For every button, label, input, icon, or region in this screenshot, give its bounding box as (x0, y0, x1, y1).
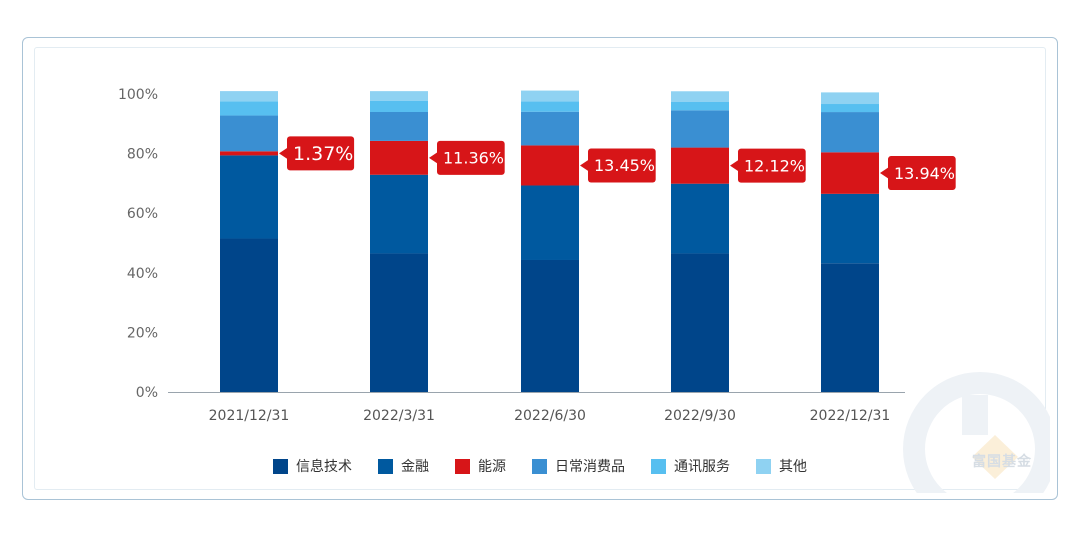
legend-swatch (378, 458, 393, 474)
chart-legend: 信息技术 金融 能源 日常消费品 通讯服务 其他 (0, 456, 1080, 476)
callout-label: 12.12% (744, 156, 805, 175)
bar-segment (671, 253, 729, 392)
y-tick-label: 60% (127, 206, 158, 222)
bar-segment (671, 101, 729, 111)
callout-box (588, 148, 656, 183)
bar-segment (370, 91, 428, 101)
bar-segment (521, 101, 579, 112)
bar-segment (521, 185, 579, 260)
bar-segment (370, 140, 428, 175)
y-tick-label: 80% (127, 147, 158, 163)
bar-segment (671, 91, 729, 102)
bar-segment (671, 183, 729, 254)
callout-pointer (580, 159, 589, 172)
y-tick-label: 100% (118, 87, 158, 103)
bar-segment (521, 111, 579, 146)
bar-segment (370, 253, 428, 392)
bar-segment (671, 147, 729, 184)
bar-segment (821, 263, 879, 392)
bar-segment (821, 92, 879, 105)
legend-label: 通讯服务 (674, 459, 730, 475)
legend-item: 金融 (378, 456, 429, 476)
x-tick-label: 2022/12/31 (810, 408, 891, 424)
legend-label: 金融 (401, 459, 429, 475)
legend-label: 其他 (779, 459, 807, 475)
bar-segment (521, 90, 579, 102)
callout-pointer (429, 151, 438, 164)
bar-segment (821, 112, 879, 153)
callout-label: 1.37% (293, 143, 353, 165)
legend-item: 日常消费品 (532, 456, 625, 476)
y-tick-label: 20% (127, 325, 158, 341)
bar-segment (370, 111, 428, 141)
legend-item: 能源 (455, 456, 506, 476)
bar-segment (220, 238, 278, 392)
callout-pointer (880, 167, 889, 180)
bar-segment (821, 104, 879, 113)
legend-item: 通讯服务 (651, 456, 730, 476)
y-tick-label: 0% (136, 385, 158, 401)
legend-swatch (756, 458, 771, 474)
callout-label: 11.36% (443, 149, 504, 168)
callout-box (287, 136, 355, 171)
legend-label: 日常消费品 (555, 459, 625, 475)
callout-label: 13.45% (594, 156, 655, 175)
legend-swatch (273, 458, 288, 474)
y-tick-label: 40% (127, 266, 158, 282)
bar-segment (821, 152, 879, 194)
x-tick-label: 2022/6/30 (514, 408, 586, 424)
chart-frame-inner (34, 47, 1046, 490)
callout-box (738, 148, 806, 183)
callout-pointer (730, 159, 739, 172)
x-tick-label: 2022/3/31 (363, 408, 435, 424)
bar-segment (220, 101, 278, 116)
bar-segment (370, 100, 428, 112)
callout-box (888, 156, 956, 191)
bar-segment (521, 145, 579, 186)
bar-segment (521, 259, 579, 392)
bar-segment (220, 91, 278, 102)
x-tick-label: 2021/12/31 (209, 408, 290, 424)
bar-segment (671, 110, 729, 148)
callout-pointer (279, 147, 288, 160)
watermark-text: 富国基金 (972, 454, 1032, 470)
legend-swatch (455, 458, 470, 474)
callout-box (437, 140, 505, 175)
x-tick-label: 2022/9/30 (664, 408, 736, 424)
legend-item: 信息技术 (273, 456, 352, 476)
bar-segment (821, 193, 879, 264)
legend-label: 能源 (478, 459, 506, 475)
bar-segment (220, 115, 278, 152)
legend-item: 其他 (756, 456, 807, 476)
watermark-logo-icon (903, 372, 1050, 493)
bar-segment (370, 174, 428, 254)
bar-segment (220, 151, 278, 156)
bar-segment (220, 155, 278, 239)
watermark-logo: 富国基金 (900, 365, 1050, 493)
legend-swatch (651, 458, 666, 474)
callout-label: 13.94% (894, 164, 955, 183)
legend-label: 信息技术 (296, 459, 352, 475)
legend-swatch (532, 458, 547, 474)
